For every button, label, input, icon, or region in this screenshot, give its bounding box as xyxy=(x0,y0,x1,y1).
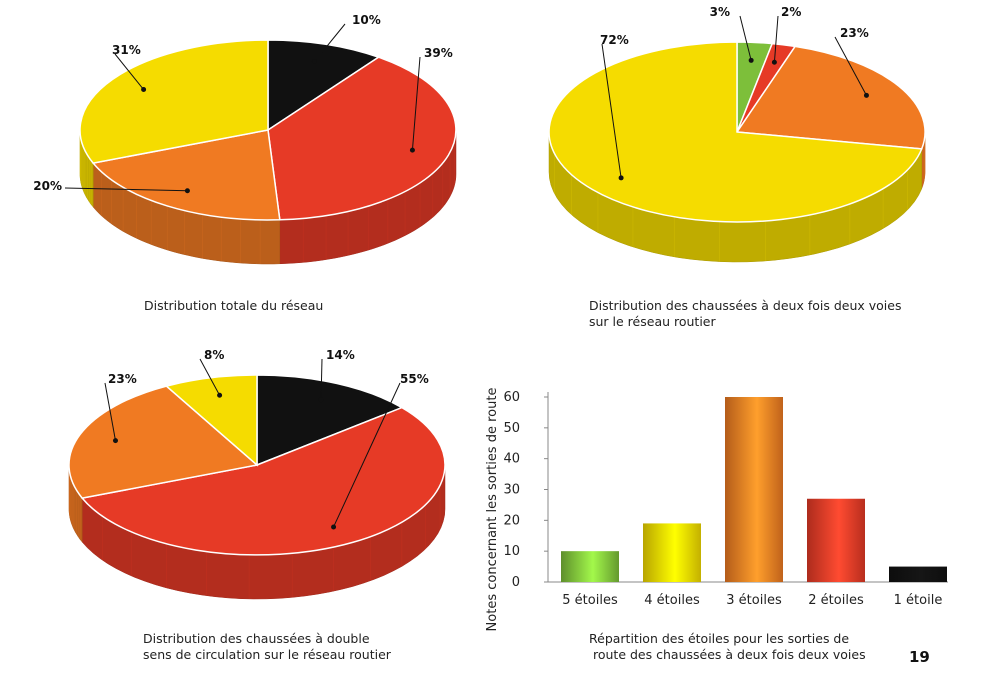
pie3-caption: Distribution des chaussées à double sens… xyxy=(143,631,391,663)
pie1-label-3: 31% xyxy=(112,43,141,57)
bar1-xtick-1: 4 étoiles xyxy=(644,593,700,608)
bar1-bar-4 xyxy=(889,566,947,582)
pie2-leader-dot-2 xyxy=(863,92,869,98)
pie3-leader-2 xyxy=(104,382,116,441)
pie1-slice-1 xyxy=(267,56,457,221)
pie3-leader-dot-2 xyxy=(112,438,118,444)
pie2-leader-1 xyxy=(773,15,779,63)
pie2-leader-dot-0 xyxy=(748,57,754,63)
pie2-slice-2 xyxy=(735,45,926,150)
pie3-leader-dot-0 xyxy=(318,397,324,403)
pie3-leader-dot-3 xyxy=(217,392,223,398)
pie1-leader-0 xyxy=(314,23,346,62)
bar1-xtick-0: 5 étoiles xyxy=(562,593,618,608)
pie1-label-0: 10% xyxy=(352,13,381,27)
pie1-slice-0 xyxy=(267,39,381,132)
bar1-xtick-2: 3 étoiles xyxy=(726,593,782,608)
pie3-slice-2 xyxy=(68,385,259,499)
pie2-caption: Distribution des chaussées à deux fois d… xyxy=(589,298,901,330)
bar1-ytick-0: 0 xyxy=(512,575,520,590)
pie3-label-3: 8% xyxy=(204,348,224,362)
bar1-bar-2 xyxy=(725,397,783,582)
pie2-leader-3 xyxy=(601,43,622,178)
page-number: 19 xyxy=(909,648,930,666)
pie2-side xyxy=(548,131,926,263)
bar1-ytick-30: 30 xyxy=(503,483,520,498)
bar1-ytick-10: 10 xyxy=(503,544,520,559)
pie3-leader-dot-1 xyxy=(331,524,337,530)
bar1-ytick-50: 50 xyxy=(503,421,520,436)
pie2-label-3: 72% xyxy=(600,33,629,47)
pie1-leader-3 xyxy=(114,53,144,90)
pie1-slice-2 xyxy=(91,129,281,221)
pie1-label-2: 20% xyxy=(33,179,62,193)
bar1-svg: 0 10 20 30 40 50 60 5 étoiles 4 étoiles 3 étoiles… xyxy=(485,388,948,632)
pie1-slice-3 xyxy=(79,39,269,164)
pie3-caption-line-1: Distribution des chaussées à double xyxy=(143,631,370,646)
pie2-leader-2 xyxy=(834,36,867,96)
pie3-leader-1 xyxy=(333,382,401,528)
pie3-leader-3 xyxy=(199,358,221,396)
pie2-caption-line-2: sur le réseau routier xyxy=(589,314,716,329)
pie2-svg: 3% 2% 23% 72% xyxy=(548,5,926,263)
pie2-leader-dot-3 xyxy=(618,175,624,181)
pie3-leader-0 xyxy=(320,358,323,400)
bar1-caption-line-1: Répartition des étoiles pour les sorties… xyxy=(589,631,850,646)
pie-chart-total-network: 10% 39% 20% 31% xyxy=(0,0,490,290)
pie3-label-1: 55% xyxy=(400,372,429,386)
bar1-bar-1 xyxy=(643,523,701,582)
pie1-caption: Distribution totale du réseau xyxy=(144,298,323,314)
bar1-caption: Répartition des étoiles pour les sorties… xyxy=(589,631,866,663)
pie1-leader-2 xyxy=(64,187,188,192)
pie2-leader-0 xyxy=(739,15,752,61)
bar1-caption-line-2: route des chaussées à deux fois deux voi… xyxy=(593,647,866,662)
bar1-ytick-60: 60 xyxy=(503,390,520,405)
pie1-leader-1 xyxy=(411,56,421,151)
pie1-svg: 10% 39% 20% 31% xyxy=(33,13,457,265)
bar1-bar-3 xyxy=(807,498,865,582)
pie2-label-0: 3% xyxy=(710,5,730,19)
pie2-label-2: 23% xyxy=(840,26,869,40)
pie1-caption-line-1: Distribution totale du réseau xyxy=(144,298,324,313)
pie3-svg: 14% 55% 23% 8% xyxy=(68,348,446,600)
pie2-caption-line-1: Distribution des chaussées à deux fois d… xyxy=(589,298,902,313)
pie3-label-0: 14% xyxy=(326,348,355,362)
pie2-slice-3 xyxy=(548,41,923,223)
bar1-xtick-3: 2 étoiles xyxy=(808,593,864,608)
pie1-leader-dot-2 xyxy=(184,188,190,194)
pie1-leader-dot-0 xyxy=(311,59,317,65)
pie1-leader-dot-3 xyxy=(141,87,147,93)
pie2-leader-dot-1 xyxy=(771,59,777,65)
bar-chart-star-ratings: 0 10 20 30 40 50 60 5 étoiles 4 étoiles 3 étoiles… xyxy=(470,350,970,640)
pie-chart-two-way: 14% 55% 23% 8% xyxy=(0,345,490,625)
pie3-label-2: 23% xyxy=(108,372,137,386)
bar1-ytick-20: 20 xyxy=(503,513,520,528)
bar1-ylabel: Notes concernant les sorties de route xyxy=(485,388,500,632)
pie3-caption-line-2: sens de circulation sur le réseau routie… xyxy=(143,647,391,662)
pie1-leader-dot-1 xyxy=(409,147,415,153)
pie3-slice-1 xyxy=(80,406,446,556)
pie3-slice-0 xyxy=(256,374,404,467)
pie-chart-dual-carriageway: 3% 2% 23% 72% xyxy=(490,0,982,290)
bar1-ytick-40: 40 xyxy=(503,452,520,467)
pie1-label-1: 39% xyxy=(424,46,453,60)
pie2-label-1: 2% xyxy=(781,5,801,19)
bar1-xtick-4: 1 étoile xyxy=(894,593,943,608)
bar1-bar-0 xyxy=(561,551,619,582)
